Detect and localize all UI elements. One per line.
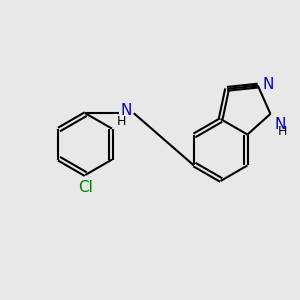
Text: N: N [262, 76, 274, 92]
Text: N: N [275, 117, 286, 132]
Text: H: H [116, 115, 126, 128]
Text: H: H [278, 125, 287, 138]
Text: N: N [121, 103, 132, 118]
Text: Cl: Cl [78, 180, 93, 195]
